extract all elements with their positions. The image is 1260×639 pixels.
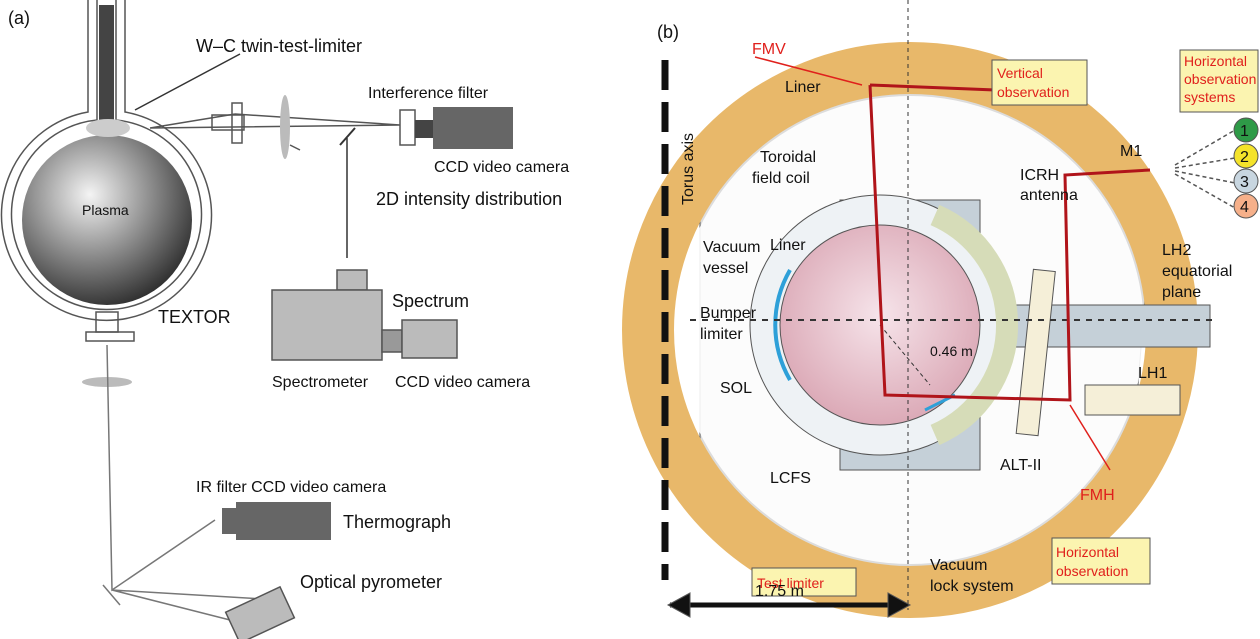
limiter-tip [86,119,130,137]
bumper-limiter [773,269,792,381]
label: FMV [752,41,786,58]
label: 1 [1240,123,1249,140]
callout-box [1179,49,1259,113]
label: CCD video camera [395,374,530,391]
probe [99,5,114,123]
panel-label: (b) [657,22,679,42]
label: LCFS [770,470,811,487]
label: Liner [785,79,821,96]
pyrometer [224,585,296,639]
window [231,102,243,144]
label: ALT-II [1000,457,1042,474]
vessel-inner [10,0,203,311]
label: limiter [700,326,743,343]
label: 3 [1240,174,1249,191]
label: Vacuum [703,239,761,256]
panel-label: (a) [8,8,30,28]
label: vessel [703,260,748,277]
spec-camera [401,319,458,359]
ir-camera [236,502,331,540]
label: CCD video camera [434,159,569,176]
label: LH2 [1162,242,1191,259]
label: Thermograph [343,512,451,532]
label: Torus axis [680,133,697,205]
system-dot [1233,193,1259,219]
arrow-limiter [134,53,241,111]
label: W–C twin-test-limiter [196,36,362,56]
label: Horizontal [1056,544,1119,560]
label: Liner [770,237,806,254]
label: 4 [1240,199,1249,216]
label: Horizontal [1184,53,1247,69]
lh1 [1084,384,1181,416]
label: Spectrum [392,291,469,311]
label: Test limiter [757,575,824,591]
beam-a [149,113,401,151]
label: plane [1162,284,1201,301]
label: ICRH [1020,167,1059,184]
label: observation [997,84,1069,100]
label: antenna [1020,187,1078,204]
label: IR filter CCD video camera [196,479,386,496]
spectrometer [271,289,383,361]
panel-a-labels: (a) W–C twin-test-limiter Interference f… [8,8,569,592]
window-flange [211,114,245,131]
radius-line [879,324,931,386]
filter [399,109,416,146]
label: Vertical [997,65,1043,81]
label: 2 [1240,149,1249,166]
label: 1.75 m [755,583,804,600]
label: Bumper [700,305,757,322]
vessel-outer [0,0,213,322]
label: field coil [752,170,810,187]
panel-b-labels: (b) FMV Liner Vertical observation Horiz… [657,22,1256,600]
system-dot [1233,117,1259,143]
label: Spectrometer [272,374,369,391]
label: FMH [1080,487,1115,504]
red-arrow [754,56,1111,471]
label: 2D intensity distribution [376,189,562,209]
ray-bottom [102,344,281,621]
system-dot [1233,168,1259,194]
label: Interference filter [368,85,489,102]
icrh-antenna [930,204,1018,446]
spec-top [336,269,368,291]
callout-box [991,59,1088,106]
label: M1 [1120,143,1142,160]
label: SOL [720,380,752,397]
lens-bottom [82,377,132,387]
label: Vacuum [930,557,988,574]
label: lock system [930,578,1014,595]
camera-lens [415,120,433,138]
callout-box [1051,537,1151,585]
label: Optical pyrometer [300,572,442,592]
label: observation [1184,71,1256,87]
callout-box [751,567,857,597]
spec-lens [381,329,403,353]
label: Toroidal [760,149,816,166]
panel-a [0,0,513,639]
sight-lines [1174,129,1236,209]
label: LH1 [1138,365,1167,382]
ir-lens [222,508,236,534]
system-dot [1233,143,1259,169]
lh2 [1015,268,1056,437]
label: observation [1056,563,1128,579]
splitter [339,127,356,146]
neck [95,311,119,333]
flange [85,331,135,342]
label: equatorial [1162,263,1232,280]
label: TEXTOR [158,307,231,327]
scale-arrows [666,592,912,618]
label: systems [1184,89,1235,105]
panel-b [622,0,1259,618]
plasma-sphere [22,135,192,305]
lens [280,95,290,159]
camera-body [433,107,513,149]
label: 0.46 m [930,343,973,359]
label: Plasma [82,202,129,218]
